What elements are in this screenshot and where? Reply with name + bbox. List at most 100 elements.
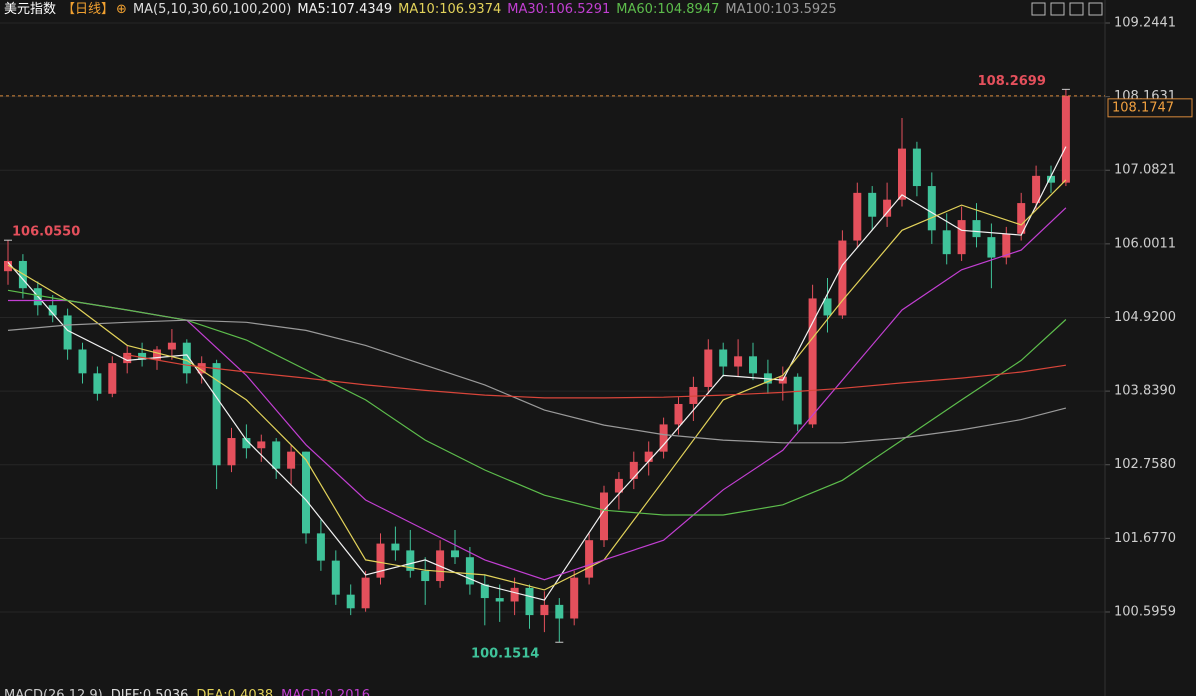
icon[interactable] xyxy=(1088,2,1103,16)
candle-body xyxy=(4,260,12,272)
last-price-box xyxy=(1107,98,1193,118)
candle-body xyxy=(361,577,370,609)
indicator-label: MACD(26,12,9) xyxy=(4,688,103,696)
candle-body xyxy=(212,363,221,466)
candle-body xyxy=(451,550,459,558)
candle-body xyxy=(585,540,594,578)
candle-body xyxy=(78,349,87,374)
candle-body xyxy=(614,478,623,493)
indicator-label: DIFF:0.5036 xyxy=(110,688,189,696)
candle-body xyxy=(898,148,906,200)
candle-body xyxy=(302,451,310,534)
icon[interactable] xyxy=(1069,2,1084,16)
candle-body xyxy=(123,352,132,364)
ma-params: MA(5,10,30,60,100,200) xyxy=(132,2,292,17)
candle-body xyxy=(1047,175,1055,183)
y-tick-label: 100.5959 xyxy=(1114,604,1176,619)
toolbar-icons xyxy=(1031,2,1103,16)
candle-body xyxy=(346,594,355,609)
candle-body xyxy=(63,315,72,350)
candle-body xyxy=(868,192,877,217)
candle-body xyxy=(510,587,519,602)
ma-line xyxy=(7,146,1067,601)
candle-body xyxy=(525,587,534,616)
candle-body xyxy=(823,298,832,316)
candle-body xyxy=(570,577,579,619)
candle-body xyxy=(287,451,296,469)
y-tick-label: 103.8390 xyxy=(1114,384,1176,399)
candle-body xyxy=(138,352,147,360)
y-tick-label: 107.0821 xyxy=(1114,163,1176,178)
candle-body xyxy=(1061,95,1070,183)
candle-body xyxy=(912,148,921,187)
last-price-label: 108.1747 xyxy=(1112,100,1174,115)
candle-body xyxy=(227,438,236,466)
candle-body xyxy=(48,305,57,316)
candle-body xyxy=(555,604,564,619)
candle-body xyxy=(480,584,489,599)
y-tick-label: 102.7580 xyxy=(1114,457,1176,472)
candle-body xyxy=(272,441,281,469)
candle-body xyxy=(182,342,191,374)
candle-body xyxy=(495,598,504,602)
candle-body xyxy=(406,550,415,571)
candle-body xyxy=(927,186,936,231)
candle-body xyxy=(600,492,608,541)
candle-body xyxy=(465,557,474,585)
candle-body xyxy=(197,363,206,374)
candle-body xyxy=(793,376,802,425)
candle-body xyxy=(957,220,966,255)
ma-line xyxy=(7,319,1067,444)
candle-body xyxy=(689,386,698,404)
ma-line xyxy=(7,179,1067,591)
candle-body xyxy=(167,342,176,350)
candle-body xyxy=(1002,233,1011,258)
legend-entry: MA100:103.5925 xyxy=(725,2,837,17)
y-tick-label: 101.6770 xyxy=(1114,531,1176,546)
instrument-title: 美元指数 xyxy=(4,2,57,17)
legend-entry: MA10:106.9374 xyxy=(398,2,502,17)
candle-body xyxy=(987,237,996,258)
candle-body xyxy=(376,543,385,578)
candle-body xyxy=(749,356,757,374)
candle-body xyxy=(316,533,325,561)
header: 美元指数 【日线】 ⊕ MA(5,10,30,60,100,200) MA5:107.4… xyxy=(4,0,849,20)
candle-body xyxy=(734,356,743,367)
candle-body xyxy=(242,438,251,449)
candle-body xyxy=(93,373,102,394)
ma-line xyxy=(127,354,1066,399)
candle-body xyxy=(391,543,400,551)
candle-body xyxy=(331,560,340,595)
legend-entry: MA30:106.5291 xyxy=(507,2,611,17)
candle-body xyxy=(421,570,430,582)
settings-icon[interactable]: ⊕ xyxy=(116,2,127,17)
candle-body xyxy=(942,230,951,255)
indicator-label: DEA:0.4038 xyxy=(196,688,274,696)
candle-body xyxy=(853,192,862,241)
y-tick-label: 106.0011 xyxy=(1114,236,1176,251)
period: 【日线】 xyxy=(62,2,115,17)
candle-body xyxy=(153,349,161,360)
candle-body xyxy=(629,461,638,479)
candle-body xyxy=(540,604,549,616)
indicator-label: MACD:0.2016 xyxy=(281,688,371,696)
annotation-label: 106.0550 xyxy=(12,225,80,240)
candle-body xyxy=(1017,203,1026,234)
legend-entry: MA5:107.4349 xyxy=(297,2,393,17)
legend-entry: MA60:104.8947 xyxy=(616,2,720,17)
legend: MA5:107.4349 MA10:106.9374 MA30:106.5291 MA… xyxy=(297,2,842,17)
indicator-bar: MACD(26,12,9) DIFF:0.5036 DEA:0.4038 MACD:0… xyxy=(4,686,378,696)
icon[interactable] xyxy=(1050,2,1065,16)
candle-body xyxy=(644,451,653,462)
candle-body xyxy=(704,349,713,387)
candle-body xyxy=(659,424,668,452)
icon[interactable] xyxy=(1031,2,1046,16)
candle-body xyxy=(719,349,728,367)
annotation-label: 108.2699 xyxy=(978,74,1046,89)
y-tick-label: 104.9200 xyxy=(1114,310,1176,325)
y-tick-label: 109.2441 xyxy=(1114,16,1176,31)
candle-body xyxy=(1032,175,1041,204)
